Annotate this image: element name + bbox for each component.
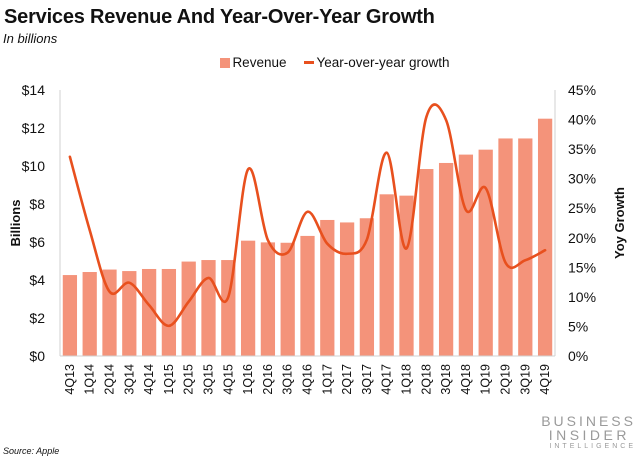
x-tick-label: 1Q18 xyxy=(400,364,414,395)
y2-tick-label: 15% xyxy=(568,259,596,275)
bar-3Q14 xyxy=(122,271,137,356)
brand-logo: BUSINESS INSIDER INTELLIGENCE xyxy=(541,414,636,452)
legend-item-growth: Year-over-year growth xyxy=(304,55,450,70)
bar-2Q15 xyxy=(181,261,196,356)
bar-4Q19 xyxy=(537,118,553,356)
y-axis-title: Billions xyxy=(8,200,23,247)
x-tick-label: 1Q14 xyxy=(83,364,97,395)
legend-label-revenue: Revenue xyxy=(232,55,287,70)
y-tick-label: $12 xyxy=(22,120,46,136)
y-tick-label: $4 xyxy=(29,272,45,288)
y-tick-label: $14 xyxy=(22,82,46,98)
x-tick-label: 3Q18 xyxy=(439,364,453,395)
brand-line-1: BUSINESS xyxy=(541,413,636,429)
y2-axis-title: Yoy Growth xyxy=(612,187,627,259)
x-tick-label: 2Q19 xyxy=(499,364,513,395)
x-tick-label: 3Q19 xyxy=(518,364,532,395)
y-tick-label: $10 xyxy=(22,158,46,174)
bar-2Q17 xyxy=(339,222,355,356)
legend-item-revenue: Revenue xyxy=(220,55,286,70)
bar-2Q14 xyxy=(102,269,117,356)
bar-2Q18 xyxy=(419,169,434,356)
y2-tick-label: 10% xyxy=(568,289,596,305)
bar-1Q15 xyxy=(161,268,177,356)
y2-tick-label: 35% xyxy=(568,141,596,157)
bar-3Q19 xyxy=(518,138,533,356)
legend-swatch-revenue xyxy=(220,57,231,68)
bar-3Q16 xyxy=(280,242,295,356)
bar-3Q18 xyxy=(438,162,454,356)
bar-4Q18 xyxy=(458,154,474,356)
x-tick-label: 2Q14 xyxy=(103,364,117,395)
bar-2Q16 xyxy=(260,242,276,356)
brand-line-2: INSIDER xyxy=(548,427,630,443)
y2-tick-label: 25% xyxy=(568,200,596,216)
chart-title: Services Revenue And Year-Over-Year Grow… xyxy=(4,6,435,28)
x-tick-label: 4Q19 xyxy=(538,364,552,395)
bar-series-revenue xyxy=(62,118,553,356)
y-tick-label: $0 xyxy=(29,348,45,364)
chart-subtitle: In billions xyxy=(3,31,58,46)
bar-4Q14 xyxy=(141,268,157,356)
bar-3Q17 xyxy=(359,218,375,356)
y-tick-label: $6 xyxy=(29,234,45,250)
bar-1Q16 xyxy=(240,240,256,356)
y-tick-label: $8 xyxy=(29,196,45,212)
bar-2Q19 xyxy=(498,138,513,356)
x-tick-label: 4Q18 xyxy=(459,364,473,395)
x-tick-label: 1Q16 xyxy=(241,364,255,395)
x-tick-label: 1Q17 xyxy=(320,364,334,395)
y2-tick-label: 30% xyxy=(568,171,596,187)
x-tick-label: 3Q16 xyxy=(281,364,295,395)
line-series-growth xyxy=(68,103,547,328)
x-tick-label: 4Q15 xyxy=(221,364,235,395)
tick-labels: $0 $2 $4 $6 $8 $10 $12 $14 0% 5% 10% 15% 20% 25% 30% 35… xyxy=(8,82,627,395)
y2-tick-label: 0% xyxy=(568,348,588,364)
x-tick-label: 3Q17 xyxy=(360,364,374,395)
bar-4Q13 xyxy=(62,275,78,356)
legend-swatch-growth xyxy=(304,61,315,64)
bar-1Q14 xyxy=(82,272,97,356)
bar-4Q17 xyxy=(379,194,394,356)
x-tick-label: 4Q14 xyxy=(142,364,156,395)
y2-tick-label: 20% xyxy=(568,230,596,246)
y2-tick-label: 40% xyxy=(568,112,596,128)
bar-3Q15 xyxy=(201,260,216,356)
bar-1Q17 xyxy=(320,219,335,356)
legend: Revenue Year-over-year growth xyxy=(0,55,640,70)
x-tick-label: 2Q17 xyxy=(340,364,354,395)
x-tick-label: 3Q15 xyxy=(202,364,216,395)
source-note: Source: Apple xyxy=(3,446,60,456)
x-tick-label: 2Q18 xyxy=(419,364,433,395)
axes xyxy=(59,90,556,357)
x-tick-label: 2Q15 xyxy=(182,364,196,395)
y2-tick-label: 5% xyxy=(568,318,588,334)
x-tick-label: 1Q15 xyxy=(162,364,176,395)
x-tick-label: 2Q16 xyxy=(261,364,275,395)
x-tick-label: 3Q14 xyxy=(122,364,136,395)
x-tick-label: 1Q19 xyxy=(479,364,493,395)
bar-1Q19 xyxy=(478,149,493,356)
x-tick-label: 4Q13 xyxy=(63,364,77,395)
y2-tick-label: 45% xyxy=(568,82,596,98)
growth-line xyxy=(68,103,547,328)
brand-line-3: INTELLIGENCE xyxy=(549,443,636,450)
x-tick-label: 4Q17 xyxy=(380,364,394,395)
bar-4Q16 xyxy=(300,235,315,356)
legend-label-growth: Year-over-year growth xyxy=(316,55,450,70)
y-tick-label: $2 xyxy=(29,310,45,326)
x-tick-label: 4Q16 xyxy=(301,364,315,395)
